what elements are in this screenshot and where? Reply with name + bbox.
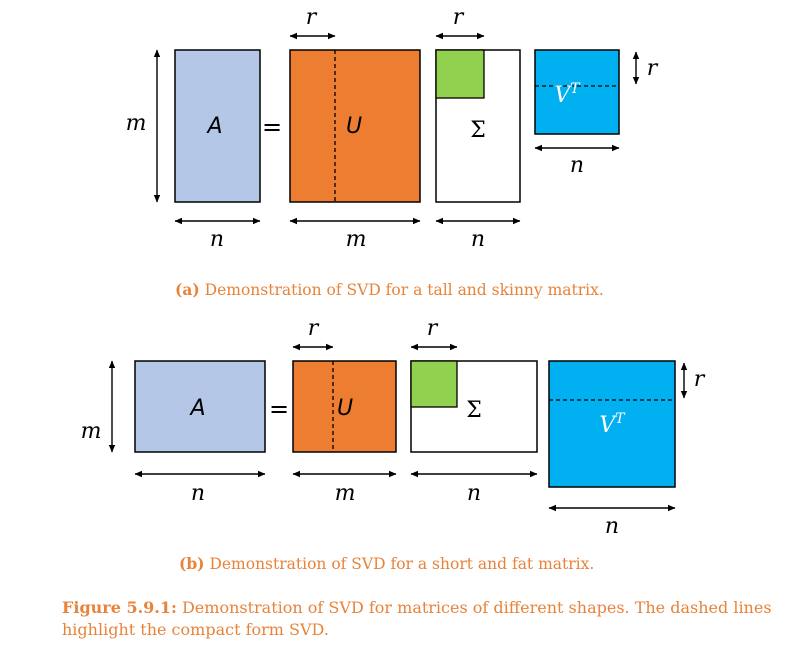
subfigure-a-tag: (a) bbox=[175, 280, 200, 299]
a-matrix-u-label: U bbox=[346, 114, 362, 139]
subfigure-a-diagram: m A n = U r m Σ r n VT r n bbox=[126, 5, 659, 252]
b-sigma-label: Σ bbox=[466, 398, 482, 423]
b-vt-n-label: n bbox=[605, 514, 619, 539]
subfigure-b-diagram: m A n = U r m Σ r n VT r n bbox=[81, 316, 706, 539]
a-vt-n-label: n bbox=[570, 153, 584, 178]
a-matrix-vt bbox=[534, 49, 620, 135]
subfigure-a-text: Demonstration of SVD for a tall and skin… bbox=[199, 281, 604, 299]
a-sigma-label: Σ bbox=[470, 118, 486, 143]
b-equals-sign: = bbox=[269, 395, 289, 423]
b-m-label: m bbox=[81, 419, 102, 444]
b-matrix-a-label: A bbox=[188, 396, 205, 421]
a-m-bottom-label: m bbox=[346, 227, 367, 252]
figure-caption: Figure 5.9.1: Demonstration of SVD for m… bbox=[62, 597, 782, 641]
a-matrix-a bbox=[174, 49, 261, 203]
a-n-label: n bbox=[210, 227, 224, 252]
b-m-bottom-label: m bbox=[335, 481, 356, 506]
subfigure-a-caption: (a) Demonstration of SVD for a tall and … bbox=[175, 280, 604, 299]
figure-caption-text: Demonstration of SVD for matrices of dif… bbox=[62, 598, 772, 639]
a-sigma-n-label: n bbox=[471, 227, 485, 252]
a-matrix-vt-label: VT bbox=[554, 81, 581, 108]
b-matrix-a bbox=[134, 360, 266, 453]
a-sigma-block bbox=[435, 49, 485, 99]
a-vt-r-label: r bbox=[647, 56, 659, 81]
a-equals-sign: = bbox=[262, 113, 282, 141]
b-matrix-u-label: U bbox=[337, 396, 353, 421]
b-sigma-n-label: n bbox=[467, 481, 481, 506]
a-sigma-r-label: r bbox=[453, 5, 465, 30]
b-matrix-u bbox=[292, 360, 397, 453]
b-sigma-block bbox=[410, 360, 458, 408]
figure-label: Figure 5.9.1: bbox=[62, 598, 177, 617]
subfigure-b-tag: (b) bbox=[179, 554, 205, 573]
b-matrix-vt bbox=[548, 360, 676, 488]
b-sigma-r-label: r bbox=[427, 316, 439, 341]
b-vt-r-label: r bbox=[694, 367, 706, 392]
a-matrix-a-label: A bbox=[205, 114, 222, 139]
subfigure-b-text: Demonstration of SVD for a short and fat… bbox=[204, 555, 595, 573]
a-u-r-label: r bbox=[306, 5, 318, 30]
a-matrix-u bbox=[289, 49, 421, 203]
a-m-label: m bbox=[126, 111, 147, 136]
b-u-r-label: r bbox=[308, 316, 320, 341]
subfigure-b-caption: (b) Demonstration of SVD for a short and… bbox=[179, 554, 594, 573]
b-n-label: n bbox=[191, 481, 205, 506]
b-matrix-vt-label: VT bbox=[599, 411, 626, 438]
